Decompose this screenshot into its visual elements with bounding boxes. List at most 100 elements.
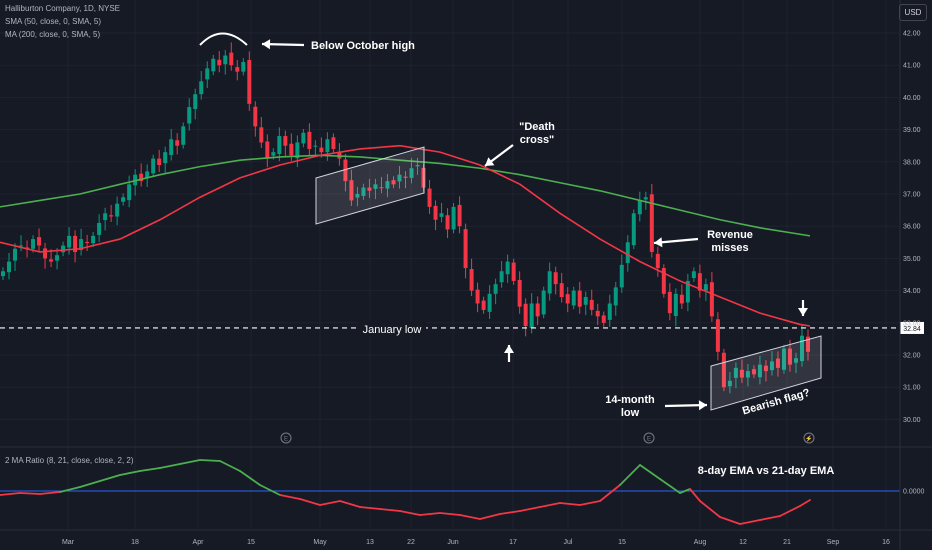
candle <box>679 294 684 304</box>
currency-button[interactable]: USD <box>899 4 927 21</box>
ratio-segment <box>299 498 321 506</box>
ratio-segment <box>519 506 541 512</box>
dividend-marker-icon[interactable] <box>803 432 815 444</box>
candle <box>205 68 210 80</box>
arrow-head <box>798 308 808 316</box>
ma200-legend: MA (200, close, 0, SMA, 5) <box>5 30 101 39</box>
ratio-segment <box>639 464 661 480</box>
price-tick-label: 35.00 <box>903 256 921 263</box>
annotation-line: 14-month <box>605 394 655 406</box>
candle <box>481 300 486 310</box>
candle <box>19 245 24 247</box>
candle <box>529 303 534 328</box>
candle <box>505 261 510 275</box>
annotation-january-low: January low <box>363 324 422 336</box>
candle <box>475 289 480 304</box>
death-cross-arrow <box>484 144 514 167</box>
candle <box>337 151 342 159</box>
ratio-segment <box>599 484 621 502</box>
candle <box>403 176 408 178</box>
candle <box>793 358 798 363</box>
candle <box>379 187 384 189</box>
ratio-segment <box>739 519 761 525</box>
ratio-segment <box>339 500 361 508</box>
candle <box>487 293 492 312</box>
ratio-segment <box>439 512 461 516</box>
ratio-segment <box>119 470 141 476</box>
candle <box>37 237 42 246</box>
candle <box>313 145 318 147</box>
price-tick-label: 41.00 <box>903 63 921 70</box>
candle <box>235 67 240 72</box>
may-flag-channel <box>315 146 425 225</box>
ratio-segment <box>419 512 441 516</box>
candle <box>727 380 732 387</box>
ratio-segment <box>319 500 341 506</box>
time-tick-label: Sep <box>827 539 840 546</box>
price-tick-label: 37.00 <box>903 192 921 199</box>
candle <box>265 141 270 159</box>
candle <box>67 235 72 248</box>
last-price-label-bg <box>900 321 924 334</box>
time-tick-label: Jul <box>564 539 573 546</box>
sma50-legend: SMA (50, close, 0, SMA, 5) <box>5 17 102 26</box>
candle <box>571 290 576 306</box>
candle <box>289 143 294 156</box>
annotation-line: "Death <box>519 121 555 133</box>
october-high-arc <box>199 32 248 46</box>
candle <box>667 291 672 314</box>
candle <box>583 297 588 305</box>
time-tick-label: Jun <box>447 539 458 546</box>
ratio-segment <box>139 467 161 472</box>
annotation-line: misses <box>711 242 748 254</box>
candle <box>511 262 516 281</box>
fourteen-month-low-arrow <box>664 400 708 411</box>
ratio-segment <box>689 488 701 502</box>
ratio-segment <box>19 492 41 495</box>
candle <box>175 140 180 146</box>
candle <box>781 348 786 370</box>
candle <box>463 229 468 269</box>
candle <box>193 94 198 109</box>
ratio-segment <box>359 506 381 510</box>
candle <box>349 180 354 201</box>
candle <box>697 273 702 291</box>
earnings-marker-icon[interactable] <box>643 432 655 444</box>
zero-label: 0.0000 <box>903 489 925 496</box>
candle <box>655 253 660 269</box>
annotation-line: low <box>621 407 640 419</box>
ratio-segment <box>279 494 301 500</box>
annotation-line: Revenue <box>707 229 753 241</box>
ratio-segment <box>659 478 681 494</box>
earnings-marker-icon[interactable] <box>280 432 292 444</box>
candle <box>745 371 750 378</box>
candle <box>649 194 654 252</box>
ratio-segment <box>499 510 521 515</box>
candle <box>43 248 48 259</box>
candle <box>223 55 228 65</box>
candle <box>229 52 234 66</box>
candle <box>469 269 474 291</box>
candle <box>397 174 402 182</box>
candle <box>535 303 540 317</box>
candle <box>733 367 738 378</box>
ratio-segment <box>379 508 401 512</box>
candle <box>199 81 204 95</box>
arrow-head <box>698 400 707 411</box>
candle <box>607 303 612 320</box>
arrow-head <box>262 39 271 50</box>
candle <box>103 213 108 221</box>
candle <box>73 235 78 252</box>
time-tick-label: Mar <box>62 539 75 546</box>
ratio-segment <box>759 515 781 521</box>
ratio-segment <box>459 514 481 520</box>
ratio-segment <box>719 516 741 525</box>
time-tick-label: Aug <box>694 539 707 546</box>
candle <box>79 239 84 251</box>
candle <box>391 180 396 185</box>
candle <box>343 159 348 182</box>
revenue-misses-arrow <box>653 237 699 248</box>
candle <box>547 271 552 294</box>
annotation-below-october-high: Below October high <box>311 40 415 52</box>
